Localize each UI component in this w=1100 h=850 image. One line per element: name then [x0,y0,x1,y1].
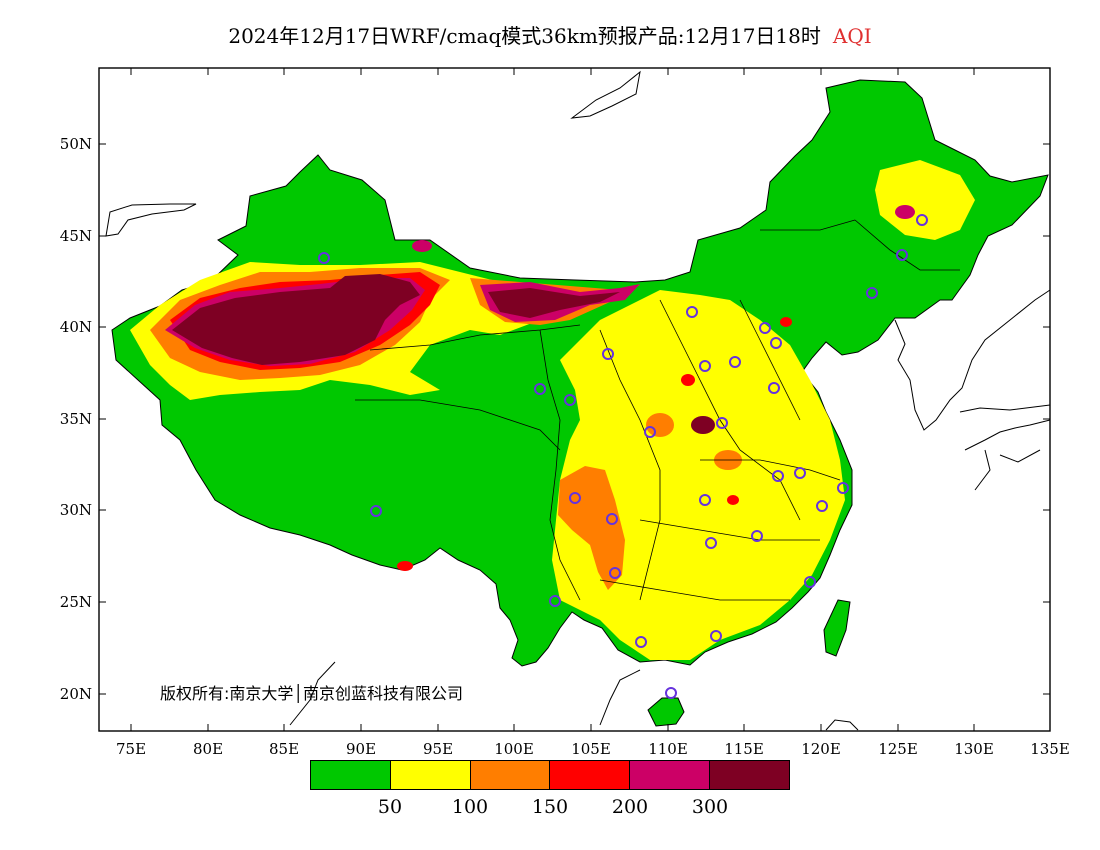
lon-label: 110E [648,740,688,758]
lon-label: 105E [571,740,611,758]
copyright-notice: 版权所有:南京大学│南京创蓝科技有限公司 [160,684,464,703]
lat-label: 40N [59,318,92,336]
lon-label: 90E [345,740,377,758]
lat-label: 35N [59,410,92,428]
aqi-unhealthy-patch [681,374,695,386]
aqi-hazardous-tarim [172,274,420,365]
lon-label: 120E [801,740,841,758]
legend-threshold: 300 [691,796,729,818]
legend-swatch [311,761,391,789]
legend-threshold: 200 [611,796,649,818]
aqi-usg-patch [646,413,674,437]
lat-label: 50N [59,135,92,153]
legend-swatch [390,761,471,789]
aqi-usg-sichuan [558,466,625,590]
lon-label: 100E [494,740,534,758]
lon-label: 125E [878,740,918,758]
legend-threshold: 50 [377,796,403,818]
aqi-very-unhealthy-patch [895,205,915,219]
legend-threshold: 100 [451,796,489,818]
lat-label: 45N [59,227,92,245]
lon-label: 80E [192,740,224,758]
aqi-unhealthy-patch [780,317,792,327]
legend-swatch [710,761,789,789]
color-legend [310,760,790,790]
aqi-hazardous-gansu [488,288,620,318]
lat-label: 25N [59,593,92,611]
axis-ticks [99,68,1050,731]
map-title: 2024年12月17日WRF/cmaq模式36km预报产品:12月17日18时 A… [0,20,1100,49]
taiwan-island [823,599,851,657]
lon-label: 135E [1030,740,1070,758]
aqi-unhealthy-patch [397,561,413,571]
neighbor-coastlines [105,70,1051,731]
title-text: 2024年12月17日WRF/cmaq模式36km预报产品:12月17日18时 [228,24,821,48]
aqi-very-unhealthy-patch [412,240,432,252]
lon-label: 95E [422,740,454,758]
lat-label: 20N [59,685,92,703]
station-markers [318,214,928,699]
variable-label: AQI [832,24,872,48]
legend-threshold: 150 [531,796,569,818]
legend-swatch [470,761,551,789]
aqi-unhealthy-patch [727,495,739,505]
legend-swatch [630,761,711,789]
lat-label: 30N [59,501,92,519]
lon-label: 130E [954,740,994,758]
aqi-hazardous-henan [691,416,715,434]
lon-label: 85E [268,740,300,758]
aqi-moderate-northeast [875,160,975,240]
hainan-island [647,697,685,727]
lon-label: 115E [724,740,764,758]
legend-swatch [550,761,631,789]
map-frame [98,67,1051,732]
lon-label: 75E [115,740,147,758]
